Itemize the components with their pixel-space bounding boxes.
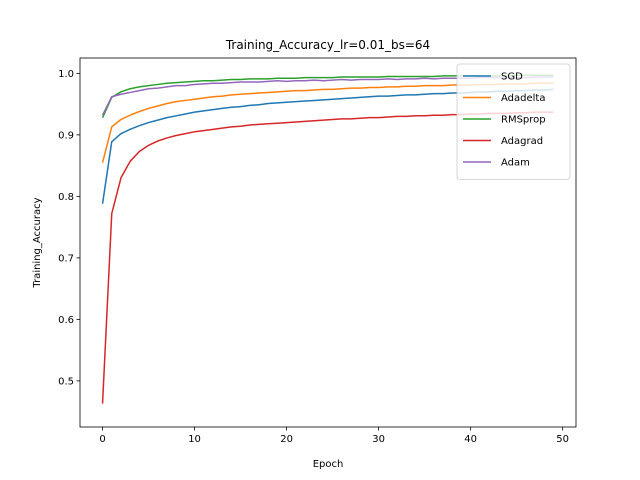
legend-label-rmsprop: RMSprop [501,115,546,126]
legend-box [456,63,571,180]
y-tick-label: 1.0 [58,69,74,80]
legend-label-adagrad: Adagrad [501,136,543,147]
y-axis: 0.5 0.6 0.7 0.8 0.9 1.0 [58,69,80,387]
y-tick-label: 0.8 [58,192,74,203]
x-tick-label: 50 [556,434,569,445]
plot-frame [79,57,577,428]
legend: SGD Adadelta RMSprop Adagrad Adam [456,63,571,180]
x-axis: 0 10 20 30 40 50 [99,427,569,445]
x-tick-label: 20 [280,434,293,445]
y-tick-label: 0.9 [58,130,74,141]
chart-title: Training_Accuracy_lr=0.01_bs=64 [225,38,430,52]
x-axis-label: Epoch [313,459,344,470]
y-tick-label: 0.7 [58,253,74,264]
x-tick-label: 10 [188,434,201,445]
x-tick-label: 40 [464,434,477,445]
legend-label-adadelta: Adadelta [501,93,545,104]
legend-label-adam: Adam [501,158,530,169]
legend-label-sgd: SGD [501,72,523,83]
x-tick-label: 0 [99,434,105,445]
y-axis-label: Training_Accuracy [32,197,43,288]
y-tick-label: 0.6 [58,315,74,326]
x-tick-label: 30 [372,434,385,445]
y-tick-label: 0.5 [58,376,74,387]
